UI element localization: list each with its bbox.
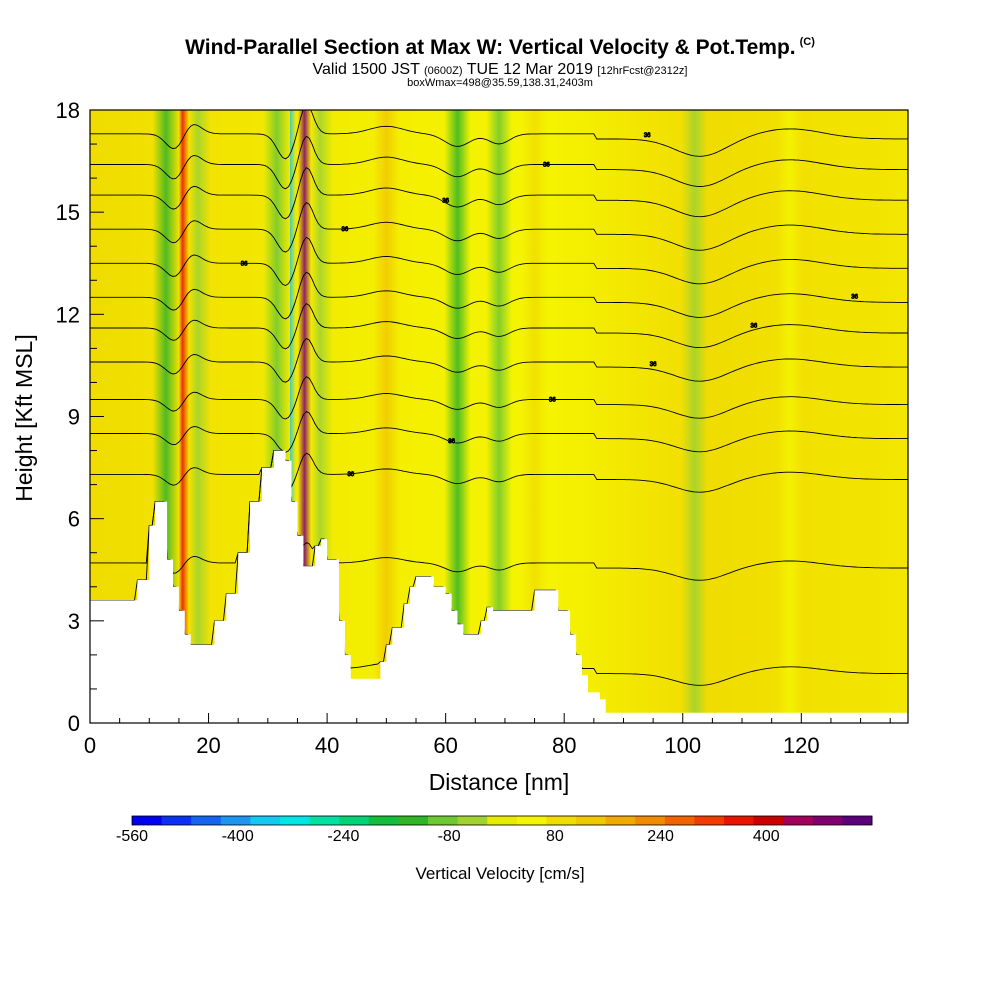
colorbar-tick-label: -240 — [327, 828, 360, 845]
colorbar-swatch — [339, 816, 370, 825]
colorbar-tick-label: 80 — [545, 828, 564, 845]
chart-subtitle: Valid 1500 JST (0600Z) TUE 12 Mar 2019 [… — [312, 61, 688, 78]
chart-box-info: boxWmax=498@35.59,138.31,2403m — [407, 77, 593, 89]
colorbar-swatch — [457, 816, 488, 825]
theta-contour-line — [90, 271, 908, 320]
theta-contour-label: 36 — [448, 439, 455, 445]
y-tick-label: 15 — [56, 200, 80, 225]
chart-title: Wind-Parallel Section at Max W: Vertical… — [185, 36, 815, 59]
colorbar-frame — [131, 815, 873, 826]
theta-contour-line — [90, 450, 908, 493]
colorbar-swatch — [605, 816, 636, 825]
x-tick-label: 100 — [664, 733, 701, 758]
y-tick-label: 6 — [68, 507, 80, 532]
colorbar-swatch — [191, 816, 222, 825]
theta-contour-line — [90, 110, 908, 160]
theta-contour-label: 36 — [650, 362, 657, 368]
x-tick-label: 40 — [315, 733, 339, 758]
theta-contour-label: 36 — [851, 294, 858, 300]
theta-contour-label: 36 — [644, 133, 651, 139]
theta-contour-label: 36 — [342, 227, 349, 233]
theta-contour-label: 36 — [549, 397, 556, 403]
terrain-mask — [90, 450, 908, 723]
colorbar-swatch — [220, 816, 251, 825]
x-tick-label: 80 — [552, 733, 576, 758]
colorbar-swatch — [487, 816, 518, 825]
colorbar-tick-label: -80 — [437, 828, 461, 845]
x-tick-label: 60 — [433, 733, 457, 758]
colorbar-tick-label: -560 — [115, 828, 149, 845]
theta-contour-line — [90, 135, 908, 190]
y-tick-label: 12 — [56, 302, 80, 327]
colorbar-swatch — [161, 816, 192, 825]
y-tick-label: 18 — [56, 98, 80, 123]
colorbar-swatch — [724, 816, 755, 825]
colorbar-swatch — [516, 816, 547, 825]
colorbar-tick-label: 240 — [647, 828, 674, 845]
colorbar-swatch — [753, 816, 784, 825]
colorbar-swatch — [842, 816, 873, 825]
x-tick-label: 120 — [783, 733, 820, 758]
colorbar-swatch — [280, 816, 311, 825]
theta-contour-label: 36 — [751, 323, 758, 329]
theta-contour-line — [90, 303, 908, 350]
colorbar-title: Vertical Velocity [cm/s] — [415, 864, 585, 883]
theta-contour-label: 36 — [543, 162, 550, 168]
x-tick-label: 20 — [196, 733, 220, 758]
theta-contour-line — [90, 450, 908, 581]
colorbar-swatch — [783, 816, 814, 825]
y-axis-ticks: 0 3 6 9 12 15 18 — [56, 98, 104, 736]
colorbar-swatch — [368, 816, 399, 825]
colorbar-swatch — [428, 816, 459, 825]
theta-contour-label: 36 — [442, 199, 449, 205]
colorbar-swatch — [398, 816, 429, 825]
theta-contour-label: 36 — [347, 472, 354, 478]
y-tick-label: 3 — [68, 609, 80, 634]
theta-contour-line — [90, 201, 908, 253]
y-axis-label: Height [Kft MSL] — [11, 334, 37, 501]
x-axis-label: Distance [nm] — [429, 769, 570, 795]
colorbar-swatch — [309, 816, 340, 825]
theta-contour-line — [90, 166, 908, 220]
theta-contour-line — [90, 376, 908, 420]
copyright-mark: (C) — [799, 36, 815, 48]
y-tick-label: 9 — [68, 405, 80, 430]
colorbar-tick-label: 400 — [752, 828, 780, 845]
theta-contour-label: 36 — [241, 261, 248, 267]
colorbar-swatch — [694, 816, 725, 825]
theta-contour-line — [90, 410, 908, 453]
x-axis-ticks: 0 20 40 60 80 100 120 — [84, 713, 891, 758]
colorbar — [131, 815, 873, 826]
theta-contour-line — [90, 236, 908, 287]
y-tick-label: 0 — [68, 711, 80, 736]
colorbar-swatch — [664, 816, 695, 825]
colorbar-swatch — [250, 816, 281, 825]
colorbar-swatch — [812, 816, 843, 825]
x-tick-label: 0 — [84, 733, 96, 758]
colorbar-swatch — [546, 816, 577, 825]
colorbar-tick-label: -400 — [221, 828, 254, 845]
colorbar-swatch — [576, 816, 607, 825]
colorbar-swatch — [635, 816, 666, 825]
colorbar-swatch — [132, 816, 163, 825]
theta-contour-line — [90, 337, 908, 383]
